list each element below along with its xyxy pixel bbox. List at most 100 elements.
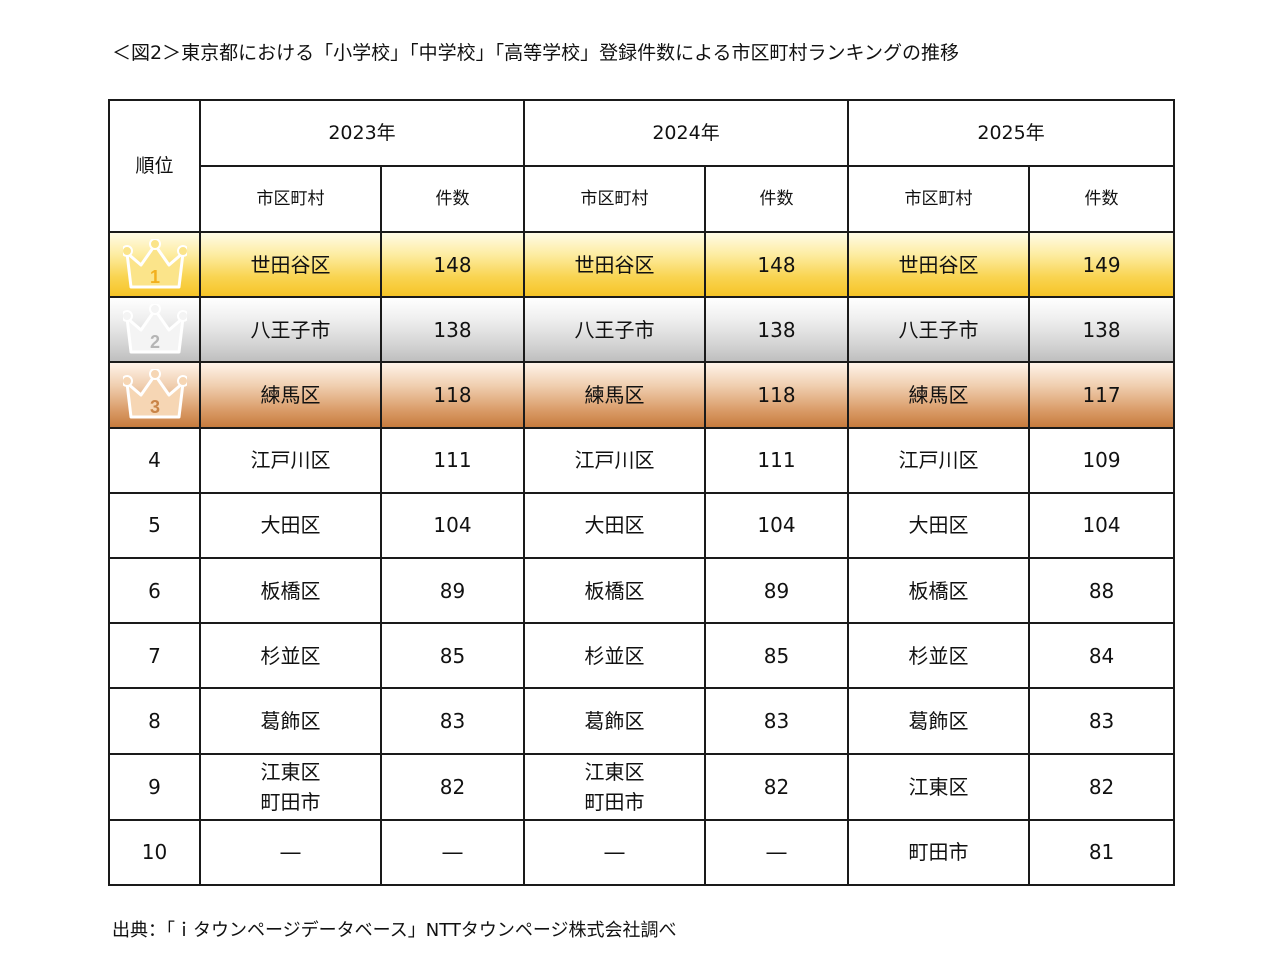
city-cell: 練馬区: [199, 361, 382, 429]
count-cell: 82: [704, 752, 850, 821]
city-cell: 世田谷区: [847, 230, 1031, 299]
city-cell: 葛飾区: [523, 687, 707, 755]
city-cell: 世田谷区: [199, 230, 382, 299]
count-cell: 83: [379, 687, 526, 755]
svg-text:2: 2: [149, 332, 159, 352]
city-name: 江東区: [260, 759, 321, 784]
count-cell: 88: [1028, 556, 1176, 625]
count-cell: 83: [704, 687, 850, 755]
city-cell: 江東区 町田市: [199, 752, 382, 821]
count-cell: 118: [704, 361, 850, 429]
year-header-2023: 2023年: [198, 99, 526, 167]
table-row: 8 葛飾区 83 葛飾区 83 葛飾区 83: [108, 687, 1176, 755]
count-cell: 84: [1028, 622, 1176, 690]
city-name: 町田市: [584, 789, 645, 814]
city-cell: 江戸川区: [199, 426, 382, 494]
count-cell: 85: [379, 622, 526, 690]
count-cell: 111: [379, 426, 526, 494]
count-cell: 104: [704, 491, 850, 559]
count-cell: 118: [379, 361, 526, 429]
count-cell: 117: [1028, 361, 1176, 429]
count-cell: 111: [704, 426, 850, 494]
city-cell: 八王子市: [199, 296, 382, 364]
city-name: 町田市: [260, 789, 321, 814]
rank-column-header: 順位: [108, 99, 201, 233]
count-column-header: 件数: [1028, 165, 1176, 233]
city-cell: 練馬区: [847, 361, 1031, 429]
count-cell: 89: [704, 556, 850, 625]
svg-text:3: 3: [149, 397, 159, 417]
count-cell: 138: [1028, 296, 1176, 364]
rank-cell: 2: [108, 296, 201, 364]
rank-cell: 9: [108, 752, 201, 821]
count-column-header: 件数: [379, 165, 526, 233]
city-cell: 大田区: [523, 491, 707, 559]
city-cell: 板橋区: [199, 556, 382, 625]
count-cell: 82: [1028, 752, 1176, 821]
gold-crown-icon: 1: [122, 238, 187, 289]
table-row: 7 杉並区 85 杉並区 85 杉並区 84: [108, 622, 1176, 690]
rank-cell: 3: [108, 361, 201, 429]
silver-crown-icon: 2: [122, 303, 187, 354]
svg-text:1: 1: [149, 267, 159, 287]
rank-cell: 5: [108, 491, 201, 559]
count-column-header: 件数: [704, 165, 850, 233]
city-cell: 江戸川区: [523, 426, 707, 494]
city-cell: 杉並区: [523, 622, 707, 690]
count-cell: 82: [379, 752, 526, 821]
city-cell: 江東区: [847, 752, 1031, 821]
table-row: 9 江東区 町田市 82 江東区 町田市 82 江東区 82: [108, 752, 1176, 821]
count-cell: 148: [379, 230, 526, 299]
city-cell: ―: [199, 818, 382, 887]
city-cell: 八王子市: [523, 296, 707, 364]
year-header-2025: 2025年: [847, 99, 1176, 167]
city-cell: 葛飾区: [199, 687, 382, 755]
table-row: 5 大田区 104 大田区 104 大田区 104: [108, 491, 1176, 559]
city-cell: 葛飾区: [847, 687, 1031, 755]
count-cell: 104: [379, 491, 526, 559]
rank-cell: 10: [108, 818, 201, 887]
table-row: 1 世田谷区 148 世田谷区 148 世田谷区 149: [108, 230, 1176, 299]
city-column-header: 市区町村: [847, 165, 1031, 233]
city-cell: 杉並区: [847, 622, 1031, 690]
city-cell: 町田市: [847, 818, 1031, 887]
rank-cell: 4: [108, 426, 201, 494]
table-row: 4 江戸川区 111 江戸川区 111 江戸川区 109: [108, 426, 1176, 494]
count-cell: 109: [1028, 426, 1176, 494]
count-cell: ―: [379, 818, 526, 887]
count-cell: 138: [704, 296, 850, 364]
table-row: 2 八王子市 138 八王子市 138 八王子市 138: [108, 296, 1176, 364]
bronze-crown-icon: 3: [122, 368, 187, 419]
city-cell: 世田谷区: [523, 230, 707, 299]
city-name: 江東区: [584, 759, 645, 784]
city-column-header: 市区町村: [199, 165, 382, 233]
count-cell: 149: [1028, 230, 1176, 299]
rank-cell: 7: [108, 622, 201, 690]
city-cell: 練馬区: [523, 361, 707, 429]
count-cell: 104: [1028, 491, 1176, 559]
year-header-2024: 2024年: [523, 99, 850, 167]
count-cell: 148: [704, 230, 850, 299]
count-cell: 89: [379, 556, 526, 625]
count-cell: 81: [1028, 818, 1176, 887]
table-row: 6 板橋区 89 板橋区 89 板橋区 88: [108, 556, 1176, 625]
city-cell: 杉並区: [199, 622, 382, 690]
city-cell: 江戸川区: [847, 426, 1031, 494]
city-cell: ―: [523, 818, 707, 887]
count-cell: 83: [1028, 687, 1176, 755]
city-cell: 板橋区: [523, 556, 707, 625]
table-row: 10 ― ― ― ― 町田市 81: [108, 818, 1176, 887]
rank-cell: 6: [108, 556, 201, 625]
count-cell: 138: [379, 296, 526, 364]
count-cell: 85: [704, 622, 850, 690]
rank-cell: 8: [108, 687, 201, 755]
city-cell: 大田区: [199, 491, 382, 559]
city-cell: 大田区: [847, 491, 1031, 559]
page-title: ＜図2＞東京都における「小学校」「中学校」「高等学校」登録件数による市区町村ラン…: [112, 42, 959, 64]
ranking-table: 順位 2023年 2024年 2025年 市区町村 件数 市区町村 件数 市区町…: [108, 99, 1176, 887]
city-cell: 板橋区: [847, 556, 1031, 625]
city-cell: 八王子市: [847, 296, 1031, 364]
rank-cell: 1: [108, 230, 201, 299]
source-note: 出典：「ｉタウンページデータベース」NTTタウンページ株式会社調べ: [112, 920, 677, 941]
city-cell: 江東区 町田市: [523, 752, 707, 821]
